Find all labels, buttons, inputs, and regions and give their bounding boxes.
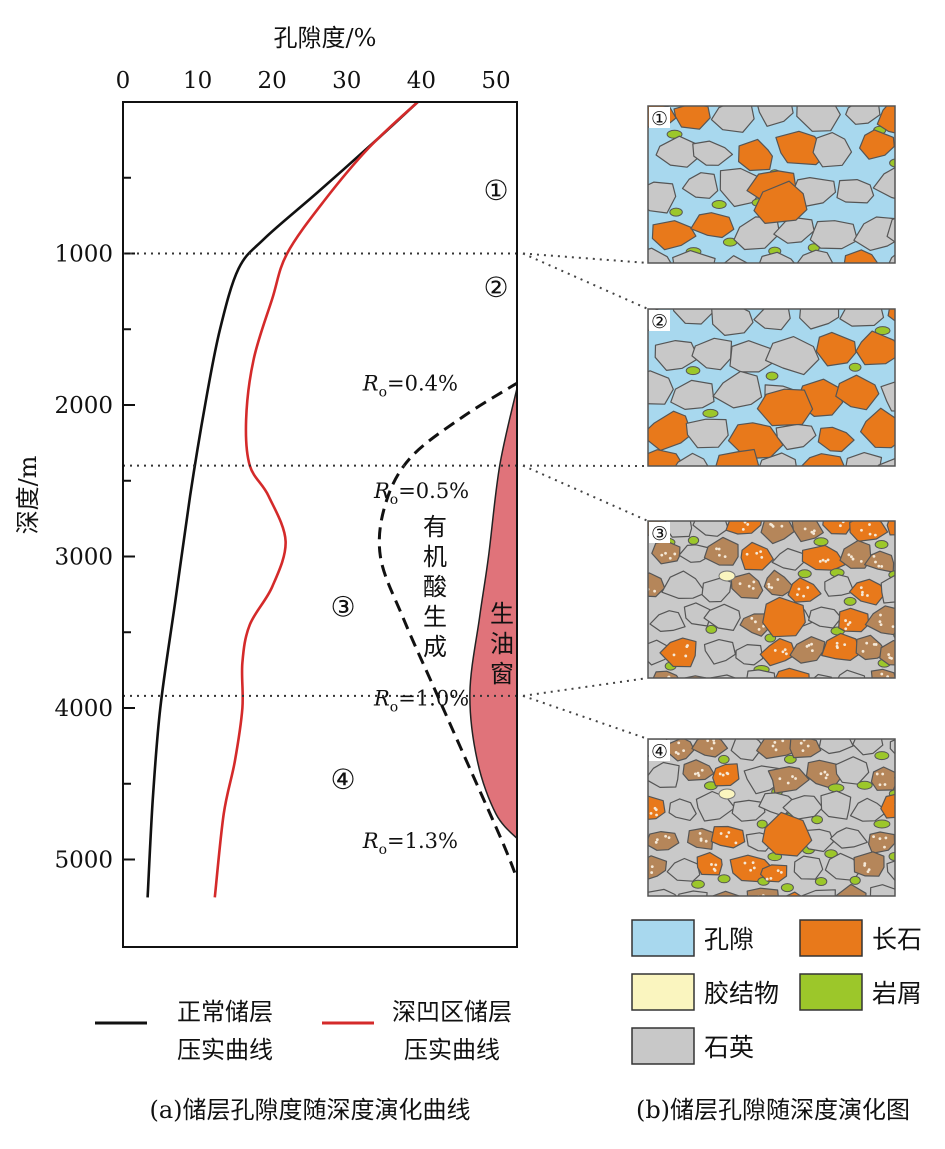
connector-line bbox=[522, 464, 649, 522]
x-tick-label: 30 bbox=[332, 68, 361, 94]
svg-text:Ro=0.4%: Ro=0.4% bbox=[362, 371, 458, 400]
legend-b-swatch bbox=[799, 919, 863, 957]
legend-b-swatch bbox=[799, 973, 863, 1011]
stage-label: ④ bbox=[651, 741, 668, 763]
legend-b-item: 长石 bbox=[799, 919, 922, 957]
x-tick-label: 20 bbox=[258, 68, 287, 94]
zone-label: ② bbox=[483, 271, 508, 304]
connector-line bbox=[522, 677, 649, 697]
stage-thumbnail bbox=[648, 521, 895, 678]
y-tick-label: 5000 bbox=[54, 848, 113, 874]
legend-b-swatch bbox=[631, 1027, 695, 1065]
legend-b-label: 胶结物 bbox=[704, 979, 779, 1008]
plot-frame bbox=[122, 101, 518, 948]
stage-thumbnails: ① ② ③ ④ bbox=[647, 105, 896, 897]
legend-label: 压实曲线 bbox=[404, 1036, 500, 1064]
x-axis-title: 孔隙度/% bbox=[274, 24, 377, 52]
organic-acid-curve bbox=[377, 381, 517, 883]
y-axis-title: 深度/m bbox=[14, 455, 42, 534]
x-tick-label: 50 bbox=[481, 68, 510, 94]
zone-label: ① bbox=[483, 174, 508, 207]
legend-b-swatch bbox=[631, 919, 695, 957]
oil-window-char: 生 bbox=[490, 600, 514, 628]
x-tick-labels: 0 10 20 30 40 50 bbox=[116, 68, 511, 94]
ro-label: Ro=0.4% bbox=[362, 371, 458, 400]
legend-b-swatch bbox=[631, 973, 695, 1011]
legend-b-item: 岩屑 bbox=[799, 973, 922, 1011]
series-normal-compaction bbox=[146, 102, 419, 898]
legend-b-item: 石英 bbox=[631, 1027, 754, 1065]
plot-content bbox=[146, 102, 517, 898]
series-deep-sag-compaction bbox=[213, 102, 419, 898]
svg-text:Ro=1.0%: Ro=1.0% bbox=[373, 686, 469, 715]
oil-window-char: 油 bbox=[490, 630, 514, 658]
x-tick-label: 10 bbox=[183, 68, 212, 94]
ro-labels: Ro=0.4% Ro=0.5% Ro=1.0% Ro=1.3% bbox=[362, 371, 469, 858]
stage-connectors bbox=[522, 252, 649, 740]
zone-label: ④ bbox=[331, 763, 356, 796]
legend-label: 压实曲线 bbox=[177, 1036, 273, 1064]
organic-acid-char: 机 bbox=[423, 543, 447, 571]
legend-b-label: 岩屑 bbox=[872, 979, 922, 1008]
organic-acid-char: 生 bbox=[423, 603, 447, 631]
y-tick-label: 1000 bbox=[54, 242, 113, 268]
legend-b-item: 孔隙 bbox=[631, 919, 754, 957]
ro-label: Ro=1.0% bbox=[373, 686, 469, 715]
caption-b: (b)储层孔隙随深度演化图 bbox=[636, 1096, 910, 1124]
y-ticks bbox=[123, 176, 135, 861]
stage-thumbnail bbox=[648, 739, 895, 896]
x-tick-label: 40 bbox=[407, 68, 436, 94]
stage-thumbnail bbox=[648, 309, 895, 466]
connector-line bbox=[522, 252, 649, 310]
legend-b-label: 石英 bbox=[704, 1033, 754, 1062]
panel-a: 孔隙度/% 0 10 20 30 40 50 1000 2000 3000 4000 5000 深… bbox=[14, 24, 522, 1124]
legend-label: 深凹区储层 bbox=[392, 998, 512, 1026]
zone-labels: ① ② ③ ④ bbox=[331, 174, 509, 796]
caption-a: (a)储层孔隙度随深度演化曲线 bbox=[149, 1096, 470, 1124]
legend-b-label: 孔隙 bbox=[704, 925, 754, 954]
legend-b-item: 胶结物 bbox=[631, 973, 779, 1011]
legend-b-label: 长石 bbox=[872, 925, 922, 954]
stage-thumbnail bbox=[648, 106, 895, 263]
oil-window-label: 生油窗 bbox=[490, 600, 514, 688]
y-tick-labels: 1000 2000 3000 4000 5000 bbox=[54, 242, 113, 874]
y-tick-label: 4000 bbox=[54, 696, 113, 722]
y-tick-label: 2000 bbox=[54, 393, 113, 419]
organic-acid-char: 有 bbox=[423, 513, 447, 541]
stage-label: ③ bbox=[651, 523, 668, 545]
stage-label: ① bbox=[651, 108, 668, 130]
svg-text:Ro=1.3%: Ro=1.3% bbox=[362, 829, 458, 858]
zone-label: ③ bbox=[331, 590, 356, 623]
connector-line bbox=[522, 252, 649, 264]
oil-window-area bbox=[469, 385, 517, 840]
zone-boundaries bbox=[123, 252, 522, 697]
organic-acid-char: 酸 bbox=[423, 573, 447, 601]
connector-line bbox=[522, 694, 649, 740]
oil-window-char: 窗 bbox=[490, 660, 514, 688]
y-tick-label: 3000 bbox=[54, 545, 113, 571]
stage-label: ② bbox=[651, 311, 668, 333]
ro-label: Ro=1.3% bbox=[362, 829, 458, 858]
legend-label: 正常储层 bbox=[177, 998, 273, 1026]
organic-acid-char: 成 bbox=[423, 633, 447, 661]
svg-text:Ro=0.5%: Ro=0.5% bbox=[373, 479, 469, 508]
ro-label: Ro=0.5% bbox=[373, 479, 469, 508]
x-tick-label: 0 bbox=[116, 68, 131, 94]
